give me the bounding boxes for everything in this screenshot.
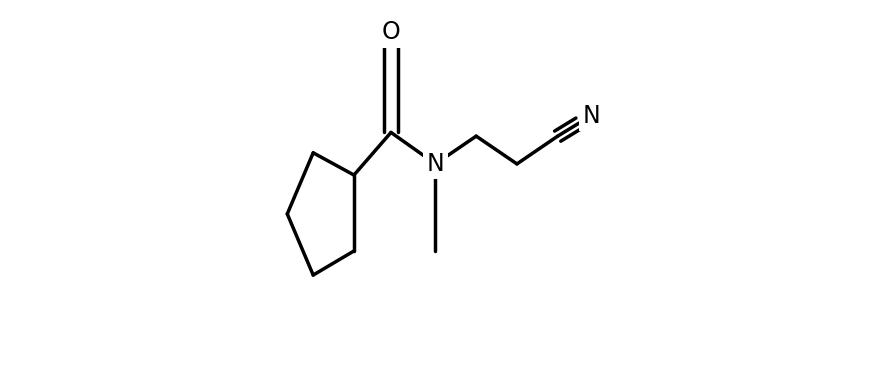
Text: N: N [582,104,600,128]
Text: N: N [427,152,445,176]
Text: O: O [382,20,400,44]
